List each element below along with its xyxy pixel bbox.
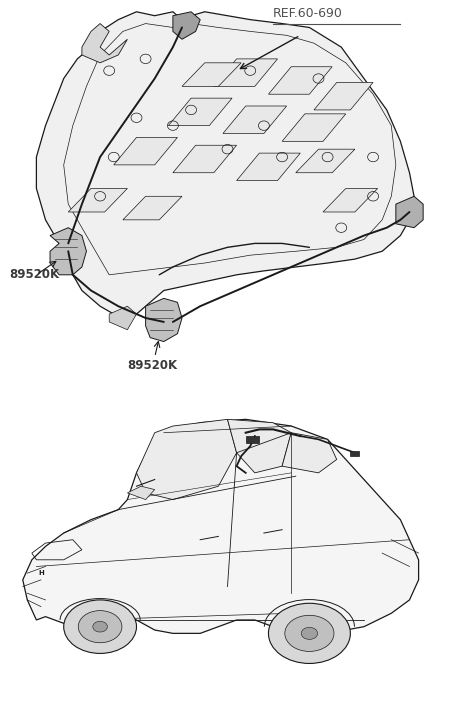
Text: H: H [38,570,44,577]
Polygon shape [114,137,177,165]
Polygon shape [68,188,127,212]
Polygon shape [314,82,373,110]
Polygon shape [228,419,291,473]
Polygon shape [123,196,182,220]
Polygon shape [182,63,241,87]
Polygon shape [136,419,237,499]
Polygon shape [296,149,355,173]
Circle shape [285,615,334,651]
Polygon shape [168,98,232,126]
Polygon shape [223,106,287,134]
Polygon shape [396,196,423,228]
Bar [246,436,259,443]
Polygon shape [323,188,378,212]
Text: 89520K: 89520K [127,358,177,371]
Circle shape [93,622,107,632]
Circle shape [78,611,122,643]
Polygon shape [268,67,332,95]
Polygon shape [282,114,346,141]
Polygon shape [173,145,237,173]
Polygon shape [237,153,300,180]
Text: REF.60-690: REF.60-690 [273,7,343,20]
Circle shape [301,627,318,639]
Polygon shape [127,486,155,499]
Polygon shape [173,12,200,39]
Polygon shape [282,433,337,473]
Circle shape [64,600,136,654]
Circle shape [268,603,350,664]
Polygon shape [23,419,419,633]
Polygon shape [214,59,278,87]
Polygon shape [50,228,86,275]
Polygon shape [82,23,127,63]
Bar [350,451,359,456]
Text: 89520K: 89520K [9,268,59,281]
Polygon shape [36,12,414,322]
Polygon shape [109,306,136,330]
Polygon shape [146,298,182,342]
